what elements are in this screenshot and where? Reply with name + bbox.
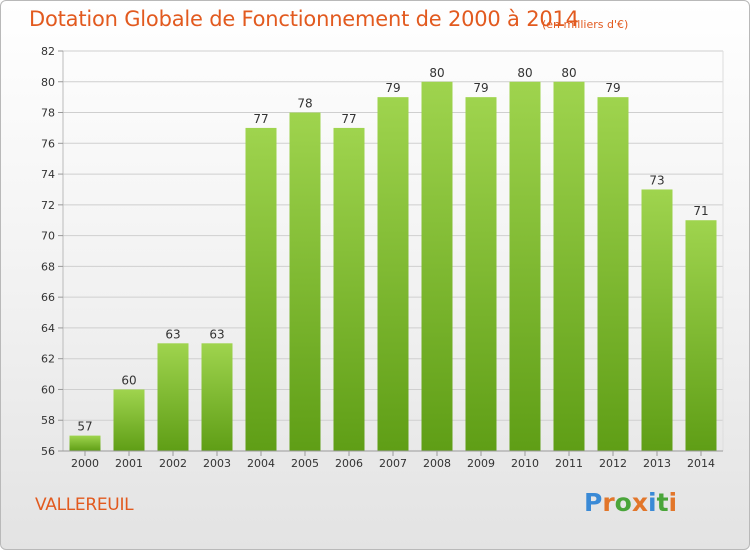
x-tick-label: 2013 bbox=[643, 457, 671, 470]
y-tick-label: 82 bbox=[41, 45, 55, 58]
bar-value-label: 78 bbox=[297, 97, 312, 111]
y-tick-label: 72 bbox=[41, 199, 55, 212]
x-tick-label: 2000 bbox=[71, 457, 99, 470]
y-tick-label: 80 bbox=[41, 76, 55, 89]
y-tick-label: 66 bbox=[41, 291, 55, 304]
bar-value-label: 80 bbox=[517, 66, 532, 80]
bar bbox=[421, 81, 453, 452]
x-tick-label: 2014 bbox=[687, 457, 715, 470]
bar bbox=[509, 81, 541, 452]
bar-value-label: 63 bbox=[165, 327, 180, 341]
y-tick-label: 64 bbox=[41, 322, 55, 335]
bar bbox=[641, 189, 673, 451]
y-tick-label: 68 bbox=[41, 260, 55, 273]
bar-value-label: 57 bbox=[77, 420, 92, 434]
x-tick-label: 2010 bbox=[511, 457, 539, 470]
x-tick-label: 2003 bbox=[203, 457, 231, 470]
y-tick-label: 78 bbox=[41, 107, 55, 120]
y-axis-ticks: 56 58 60 62 64 66 68 70 72 74 76 78 80 82 bbox=[41, 45, 63, 458]
bar-value-label: 77 bbox=[341, 112, 356, 126]
x-tick-label: 2005 bbox=[291, 457, 319, 470]
x-tick-label: 2006 bbox=[335, 457, 363, 470]
y-tick-label: 76 bbox=[41, 137, 55, 150]
bar bbox=[245, 127, 277, 451]
bar bbox=[289, 112, 321, 452]
y-tick-label: 62 bbox=[41, 353, 55, 366]
bar-value-label: 63 bbox=[209, 327, 224, 341]
x-tick-label: 2004 bbox=[247, 457, 275, 470]
x-tick-label: 2001 bbox=[115, 457, 143, 470]
x-tick-label: 2011 bbox=[555, 457, 583, 470]
bars bbox=[69, 81, 717, 452]
bar bbox=[113, 389, 145, 451]
bar bbox=[377, 97, 409, 452]
bar bbox=[69, 435, 101, 451]
data-labels: 57 60 63 63 77 78 77 79 80 79 80 80 79 73 71 bbox=[77, 66, 708, 434]
x-tick-label: 2007 bbox=[379, 457, 407, 470]
bar-value-label: 60 bbox=[121, 373, 136, 387]
bar-value-label: 73 bbox=[649, 173, 664, 187]
chart-subtitle: (en milliers d'€) bbox=[542, 18, 629, 31]
x-tick-label: 2002 bbox=[159, 457, 187, 470]
bar-value-label: 80 bbox=[429, 66, 444, 80]
bar-value-label: 71 bbox=[693, 204, 708, 218]
bar bbox=[201, 343, 233, 451]
bar-value-label: 77 bbox=[253, 112, 268, 126]
x-tick-label: 2009 bbox=[467, 457, 495, 470]
bar-value-label: 79 bbox=[605, 81, 620, 95]
x-tick-label: 2008 bbox=[423, 457, 451, 470]
y-tick-label: 58 bbox=[41, 414, 55, 427]
x-tick-label: 2012 bbox=[599, 457, 627, 470]
y-tick-label: 56 bbox=[41, 445, 55, 458]
bar-value-label: 79 bbox=[385, 81, 400, 95]
bar-value-label: 80 bbox=[561, 66, 576, 80]
chart-title: Dotation Globale de Fonctionnement de 20… bbox=[29, 7, 579, 31]
bar bbox=[597, 97, 629, 452]
y-tick-label: 70 bbox=[41, 230, 55, 243]
bar bbox=[157, 343, 189, 451]
bar bbox=[685, 220, 717, 451]
y-tick-label: 74 bbox=[41, 168, 55, 181]
bar-value-label: 79 bbox=[473, 81, 488, 95]
bar bbox=[333, 127, 365, 451]
bar bbox=[553, 81, 585, 452]
y-tick-label: 60 bbox=[41, 383, 55, 396]
bar bbox=[465, 97, 497, 452]
proxiti-logo: Proxiti bbox=[584, 488, 678, 517]
x-axis-ticks: 2000 2001 2002 2003 2004 2005 2006 2007 2008 2009… bbox=[63, 450, 723, 470]
commune-name: VALLEREUIL bbox=[35, 495, 134, 515]
